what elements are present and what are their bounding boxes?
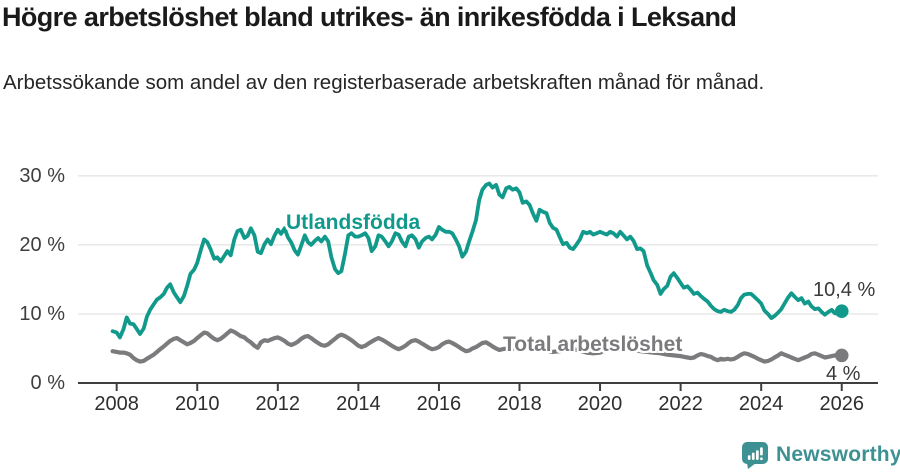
series-label-total-arbetsloshet: Total arbetslöshet (503, 333, 683, 356)
x-tick-label: 2010 (174, 393, 220, 415)
y-tick-label: 0 % (30, 372, 65, 394)
series-line (110, 181, 844, 340)
x-tick-label: 2012 (255, 393, 301, 415)
y-tick-label: 30 % (19, 164, 65, 187)
x-tick-label: 2014 (336, 393, 381, 415)
x-tick-label: 2016 (416, 393, 462, 415)
chart-subtitle: Arbetssökande som andel av den registerb… (3, 71, 765, 94)
series-label-utlandsfodda: Utlandsfödda (286, 211, 421, 234)
chart-title: Högre arbetslöshet bland utrikes- än inr… (2, 2, 737, 32)
y-tick-label: 20 % (19, 233, 65, 256)
x-tick-label: 2022 (658, 393, 703, 415)
y-tick-label: 10 % (19, 302, 65, 325)
series-endpoint-dot (834, 348, 849, 363)
newsworthy-brand[interactable]: Newsworthy (741, 441, 900, 469)
newsworthy-logo-icon (742, 442, 768, 469)
x-tick-label: 2024 (738, 393, 784, 415)
x-tick-label: 2018 (497, 393, 542, 415)
end-value-total-arbetsloshet: 4 % (826, 363, 861, 385)
end-value-utlandsfodda: 10,4 % (813, 279, 876, 301)
x-tick-label: 2026 (819, 393, 864, 415)
x-tick-label: 2008 (94, 393, 139, 415)
series-endpoint-dot (834, 304, 849, 318)
x-tick-label: 2020 (577, 393, 623, 415)
series-line (110, 328, 844, 364)
newsworthy-brand-text: Newsworthy (776, 443, 900, 466)
